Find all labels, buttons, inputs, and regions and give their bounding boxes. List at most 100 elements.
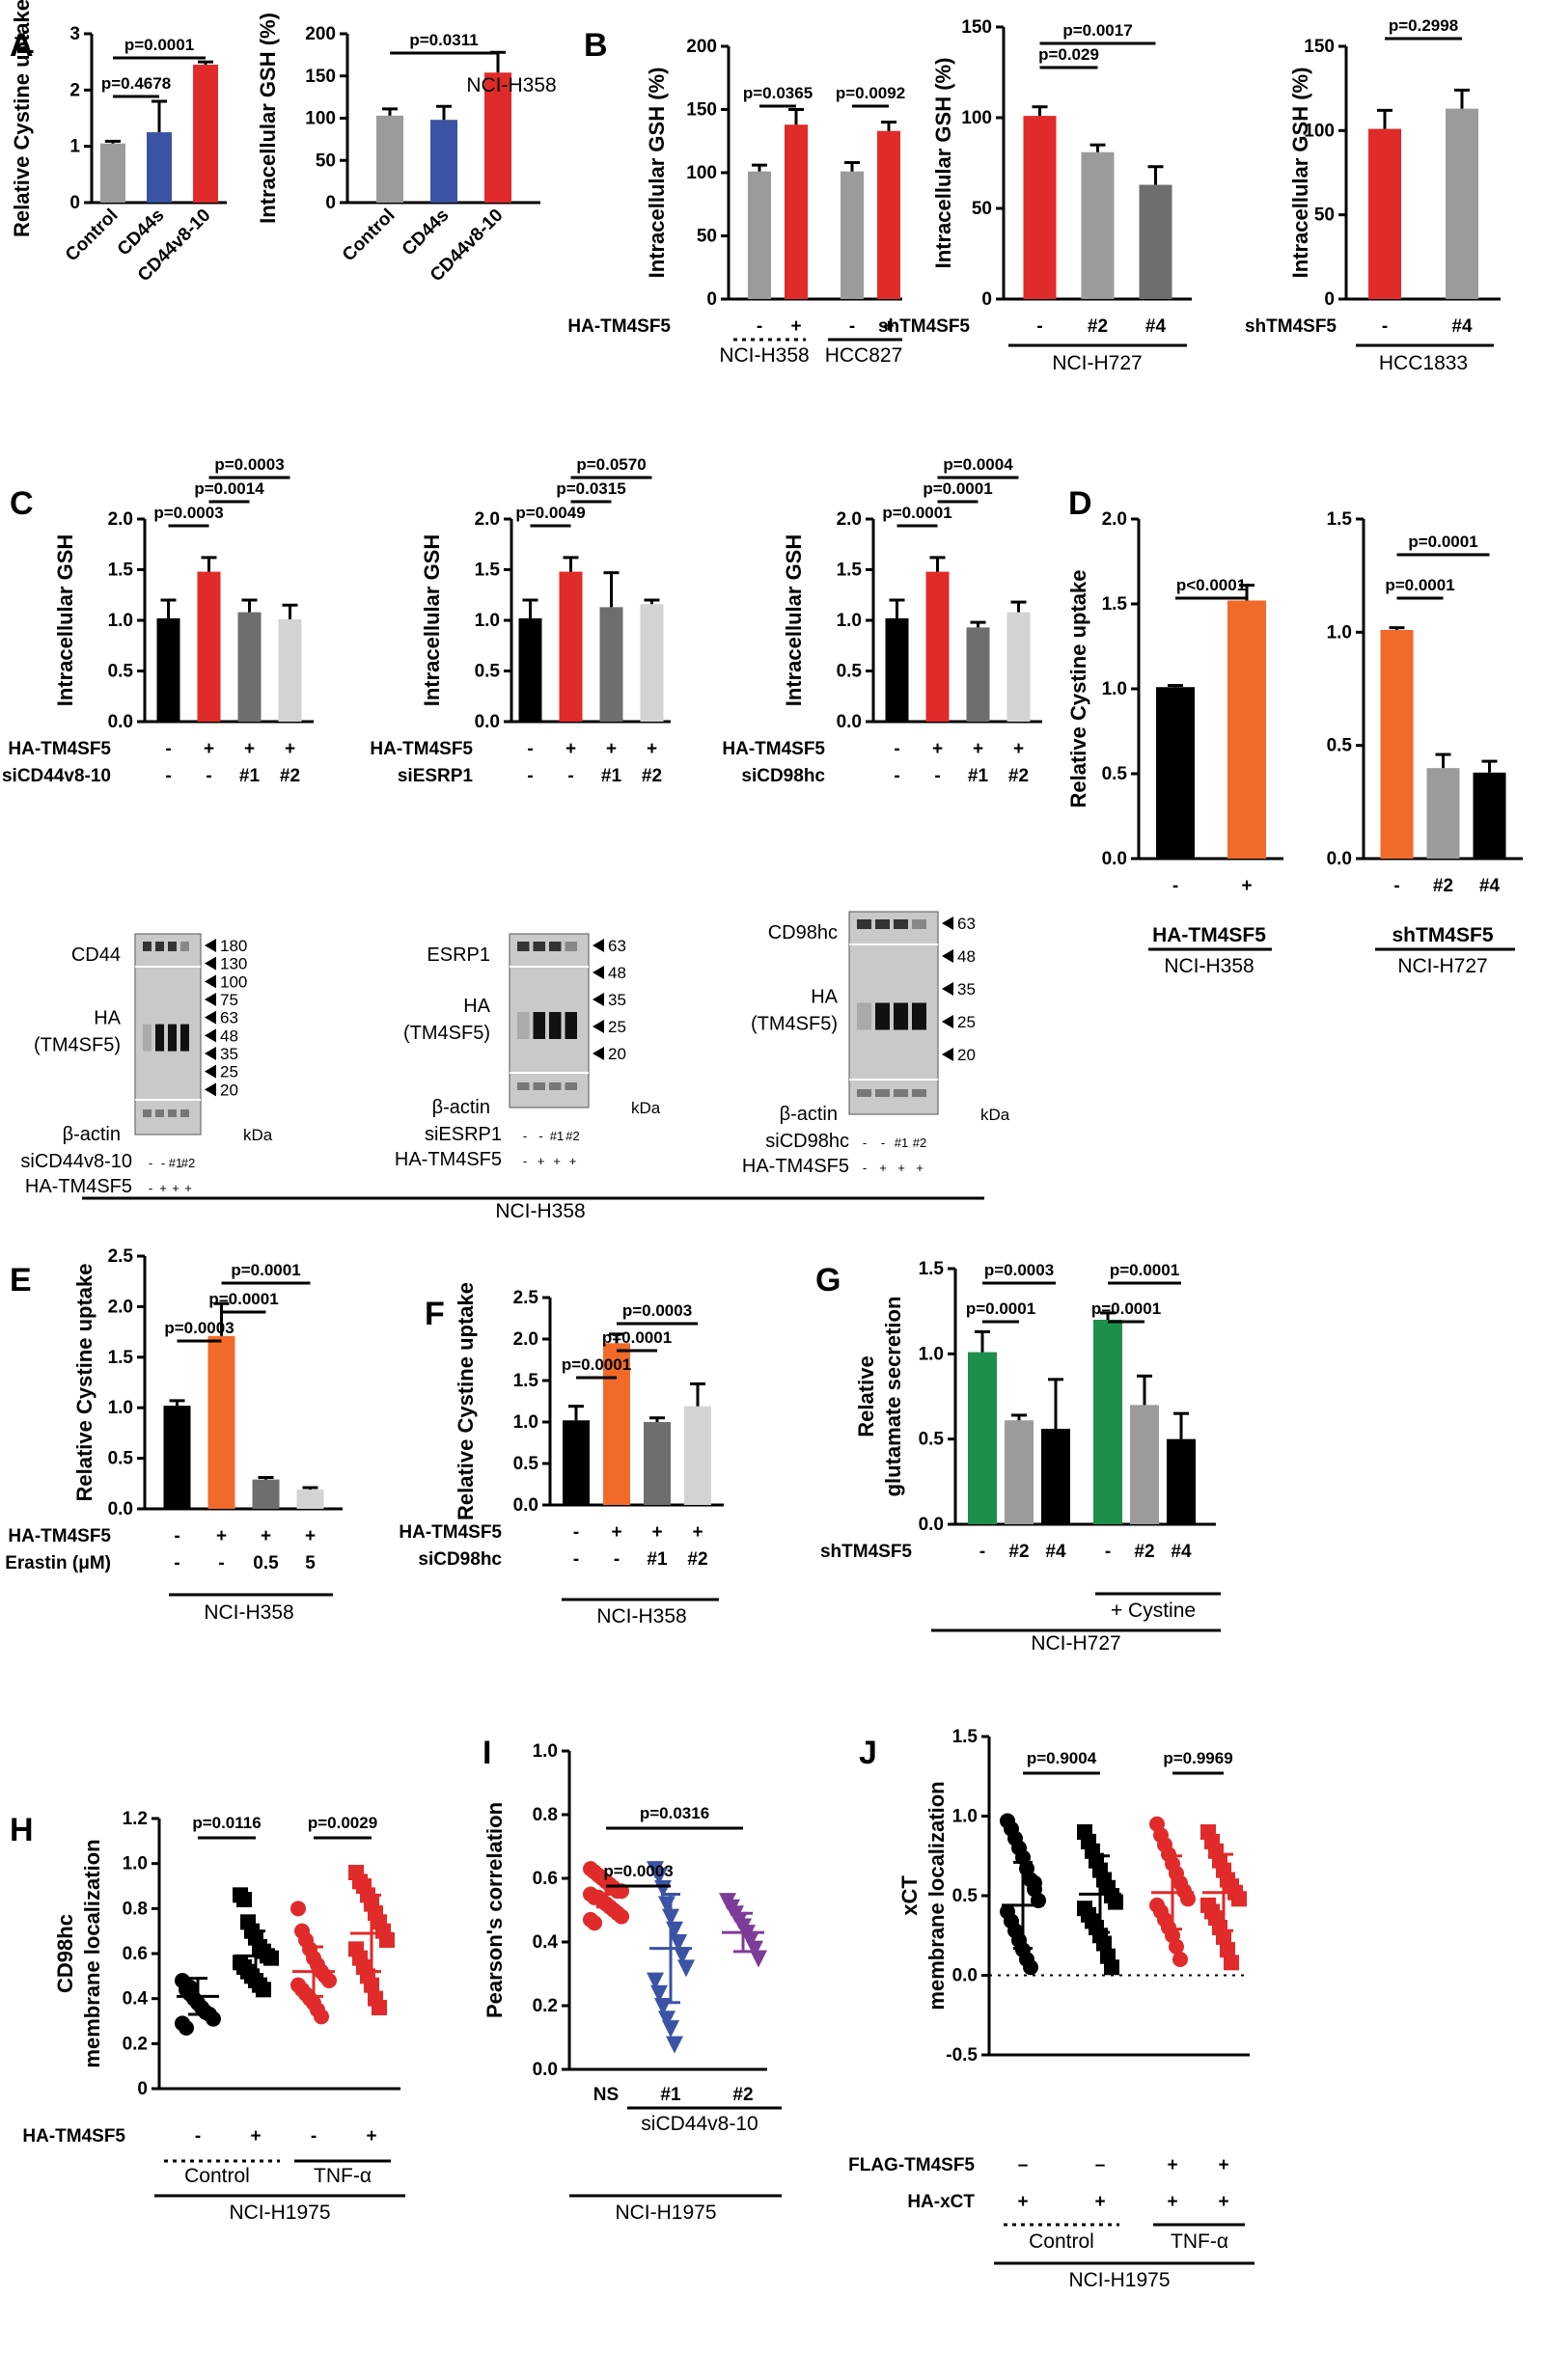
bar <box>563 1420 590 1505</box>
kda-marker-label: 25 <box>957 1013 976 1031</box>
bar <box>925 571 950 722</box>
condition-value: - <box>174 1553 179 1573</box>
bar <box>100 143 125 203</box>
p-value-label: p=0.0001 <box>1385 576 1454 594</box>
condition-value: #4 <box>1045 1542 1066 1562</box>
y-tick-label: 0 <box>137 2079 148 2099</box>
condition-value: #2 <box>1088 316 1108 337</box>
condition-value: - <box>1172 876 1178 896</box>
data-point <box>314 2009 329 2025</box>
kda-unit: kDa <box>243 1126 273 1144</box>
data-point <box>654 1879 672 1898</box>
blot-band <box>180 1024 189 1052</box>
panel-letter: C <box>10 485 34 522</box>
condition-value: - <box>165 739 171 759</box>
y-tick-label: 1.5 <box>837 561 863 581</box>
data-point <box>647 1972 664 1990</box>
condition-label: HA-TM4SF5 <box>8 1526 111 1546</box>
data-point <box>1172 1952 1188 1967</box>
bar <box>1130 1405 1159 1524</box>
y-axis-label: membrane localization <box>80 1839 104 2067</box>
y-axis-label: Relative <box>854 1355 878 1436</box>
y-tick-label: 100 <box>1304 121 1335 141</box>
condition-value: + <box>692 1522 703 1543</box>
lane-condition-label: HA-TM4SF5 <box>395 1149 502 1170</box>
data-point <box>364 1977 379 1993</box>
p-value-label: p=0.0004 <box>943 455 1013 474</box>
chart-F: 0.0 0.5 1.0 1.5 2.0 2.5 Relative Cystine uptak… <box>399 1282 724 1570</box>
condition-label: HA-TM4SF5 <box>8 739 111 759</box>
panel-letter: D <box>1068 485 1092 522</box>
y-tick-label: 3 <box>69 24 80 44</box>
condition-value: - <box>195 2126 201 2147</box>
kda-marker-arrow <box>205 956 216 971</box>
condition-label: FLAG-TM4SF5 <box>848 2155 975 2175</box>
chart-H: 0 0.2 0.4 0.6 0.8 1.0 1.2 CD98hc membrane locali… <box>10 1809 400 2147</box>
y-tick-label: 0.5 <box>1102 764 1128 784</box>
kda-marker-label: 48 <box>957 947 976 966</box>
kda-marker-arrow <box>593 966 604 979</box>
condition-value: #2 <box>1008 1542 1029 1562</box>
group-label: NCI-H358 <box>1164 955 1254 977</box>
data-point <box>1023 1959 1038 1976</box>
condition-value: + <box>250 2126 261 2147</box>
p-value-label: p=0.0570 <box>576 455 646 474</box>
y-tick-label: 0.6 <box>123 1944 148 1964</box>
kda-marker-label: 20 <box>608 1045 626 1063</box>
kda-marker-arrow <box>205 1082 216 1097</box>
data-point <box>179 2020 194 2036</box>
group-label: TNF-α <box>314 2165 372 2187</box>
y-tick-label: 1.5 <box>513 1371 539 1391</box>
chart-D1: 0.0 0.5 1.0 1.5 2.0 Relative Cystine uptake Dp… <box>1066 485 1283 896</box>
condition-value: - <box>567 766 573 786</box>
panel-letter: J <box>859 1735 877 1771</box>
y-tick-label: 2.0 <box>837 509 862 530</box>
condition-value: #2 <box>642 766 662 786</box>
p-value-label: p=0.0311 <box>409 31 478 49</box>
data-point <box>1108 1894 1123 1910</box>
kda-marker-label: 180 <box>220 937 247 955</box>
lane-condition-value: - <box>863 1161 867 1175</box>
y-tick-label: 50 <box>316 150 336 171</box>
condition-value: - <box>311 2126 317 2147</box>
y-tick-label: 1.0 <box>123 1854 148 1874</box>
kda-marker-label: 75 <box>220 991 238 1009</box>
y-tick-label: 2.5 <box>513 1288 539 1308</box>
y-tick-label: 0 <box>706 289 717 310</box>
condition-value: + <box>216 1526 227 1546</box>
bar <box>1023 116 1057 300</box>
kda-marker-label: 63 <box>608 937 626 955</box>
group-label: TNF-α <box>1171 2230 1228 2253</box>
condition-value: - <box>979 1542 985 1562</box>
kda-marker-label: 20 <box>220 1081 238 1099</box>
lane-condition-label: siCD44v8-10 <box>20 1151 132 1172</box>
bar <box>296 1490 324 1509</box>
group-label: Control <box>184 2165 250 2187</box>
y-tick-label: 1.0 <box>1327 622 1352 643</box>
condition-value: + <box>647 739 657 759</box>
condition-value: + <box>261 1526 271 1546</box>
condition-value: + <box>1094 2192 1105 2212</box>
lane-condition-label: HA-TM4SF5 <box>25 1176 132 1197</box>
kda-marker-label: 48 <box>220 1026 238 1045</box>
blot-band <box>168 1024 177 1052</box>
bar <box>1368 128 1401 299</box>
condition-value: - <box>527 766 533 786</box>
y-tick-label: 0.5 <box>475 662 501 682</box>
blot-row-label: β-actin <box>63 1124 121 1145</box>
condition-value: #2 <box>1008 766 1029 786</box>
condition-value: + <box>651 1522 662 1543</box>
condition-value: - <box>1382 316 1388 337</box>
condition-value: + <box>285 739 295 759</box>
y-tick-label: 0.2 <box>123 2034 148 2054</box>
blot-band <box>565 1012 577 1039</box>
data-point <box>746 1940 763 1958</box>
blot-row-label: HA <box>94 1008 121 1029</box>
y-tick-label: 2 <box>69 80 80 100</box>
y-tick-label: 1.5 <box>1327 509 1353 530</box>
bar <box>1005 1420 1034 1524</box>
y-tick-label: 2.0 <box>108 1297 133 1317</box>
y-tick-label: 2.0 <box>475 509 500 530</box>
y-tick-label: 1.0 <box>475 611 500 631</box>
condition-label: HA-TM4SF5 <box>370 739 473 759</box>
